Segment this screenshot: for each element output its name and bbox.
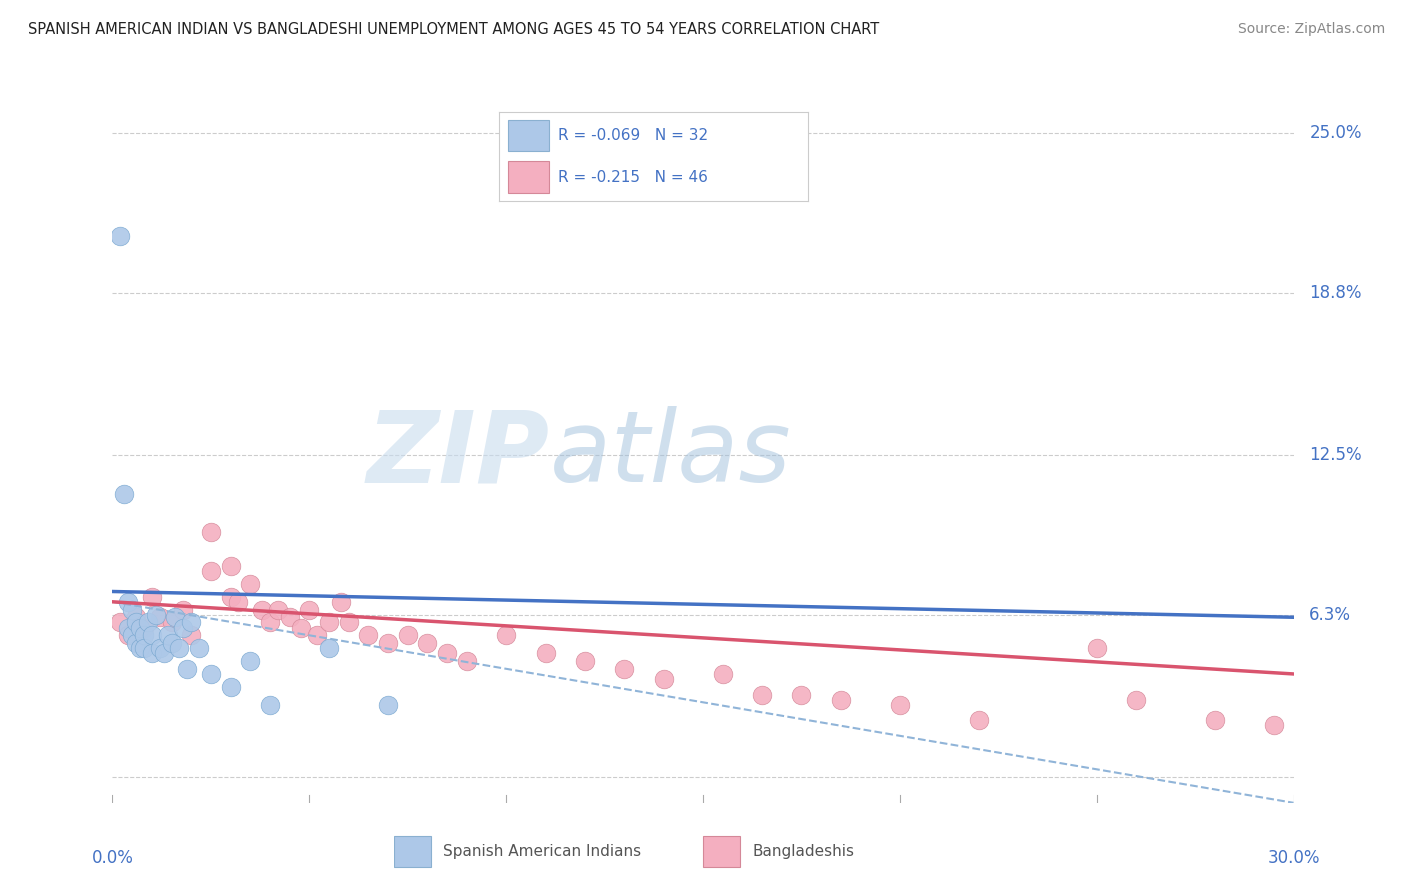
Point	[129, 621, 152, 635]
Text: R = -0.215   N = 46: R = -0.215 N = 46	[558, 169, 707, 185]
Point	[239, 576, 262, 591]
Point	[121, 628, 143, 642]
Point	[357, 628, 380, 642]
Point	[534, 646, 557, 660]
Point	[298, 602, 321, 616]
Text: atlas: atlas	[550, 407, 792, 503]
Point	[136, 615, 159, 630]
Text: Source: ZipAtlas.com: Source: ZipAtlas.com	[1237, 22, 1385, 37]
Point	[318, 615, 340, 630]
Text: 0.0%: 0.0%	[91, 849, 134, 867]
Text: 6.3%: 6.3%	[1309, 606, 1351, 624]
Point	[219, 590, 242, 604]
Point	[337, 615, 360, 630]
Point	[250, 602, 273, 616]
Point	[160, 615, 183, 630]
Point	[889, 698, 911, 712]
Text: Spanish American Indians: Spanish American Indians	[443, 845, 641, 859]
Point	[396, 628, 419, 642]
Point	[152, 646, 174, 660]
Point	[495, 628, 517, 642]
Point	[416, 636, 439, 650]
Point	[329, 595, 352, 609]
Point	[278, 610, 301, 624]
Point	[259, 698, 281, 712]
Point	[200, 667, 222, 681]
Point	[125, 610, 148, 624]
Point	[259, 615, 281, 630]
Point	[132, 628, 155, 642]
Point	[117, 595, 139, 609]
Point	[132, 641, 155, 656]
Point	[112, 486, 135, 500]
Text: 12.5%: 12.5%	[1309, 446, 1362, 464]
Text: 18.8%: 18.8%	[1309, 284, 1362, 301]
Point	[1125, 692, 1147, 706]
Text: Bangladeshis: Bangladeshis	[752, 845, 855, 859]
Point	[165, 610, 187, 624]
Point	[456, 654, 478, 668]
Point	[267, 602, 290, 616]
Bar	[509, 161, 548, 193]
Point	[290, 621, 312, 635]
Point	[967, 714, 990, 728]
Bar	[703, 837, 740, 867]
Text: 30.0%: 30.0%	[1267, 849, 1320, 867]
Point	[160, 636, 183, 650]
Point	[110, 615, 132, 630]
Point	[110, 228, 132, 243]
Point	[172, 621, 194, 635]
Text: ZIP: ZIP	[367, 407, 550, 503]
Point	[613, 662, 636, 676]
Point	[307, 628, 329, 642]
Point	[200, 525, 222, 540]
Point	[117, 628, 139, 642]
Point	[830, 692, 852, 706]
Point	[219, 558, 242, 573]
Point	[219, 680, 242, 694]
Point	[149, 641, 172, 656]
Text: SPANISH AMERICAN INDIAN VS BANGLADESHI UNEMPLOYMENT AMONG AGES 45 TO 54 YEARS CO: SPANISH AMERICAN INDIAN VS BANGLADESHI U…	[28, 22, 879, 37]
Point	[172, 602, 194, 616]
Point	[169, 641, 191, 656]
Point	[1263, 718, 1285, 732]
Point	[141, 590, 163, 604]
Point	[180, 615, 202, 630]
Point	[652, 672, 675, 686]
Point	[228, 595, 250, 609]
Point	[436, 646, 458, 660]
Point	[188, 641, 211, 656]
Point	[574, 654, 596, 668]
Point	[141, 628, 163, 642]
Text: 25.0%: 25.0%	[1309, 124, 1362, 142]
Point	[751, 688, 773, 702]
Point	[145, 607, 167, 622]
Point	[318, 641, 340, 656]
Text: R = -0.069   N = 32: R = -0.069 N = 32	[558, 128, 709, 143]
Bar	[509, 120, 548, 151]
Point	[377, 698, 399, 712]
Point	[180, 628, 202, 642]
Point	[239, 654, 262, 668]
Point	[200, 564, 222, 578]
Point	[125, 615, 148, 630]
Point	[121, 602, 143, 616]
Point	[1085, 641, 1108, 656]
Point	[711, 667, 734, 681]
Point	[117, 621, 139, 635]
Point	[132, 621, 155, 635]
Point	[176, 662, 198, 676]
Point	[1204, 714, 1226, 728]
Point	[125, 636, 148, 650]
Point	[156, 628, 179, 642]
Point	[129, 641, 152, 656]
Point	[149, 610, 172, 624]
Point	[377, 636, 399, 650]
Bar	[394, 837, 430, 867]
Point	[790, 688, 813, 702]
Point	[141, 646, 163, 660]
